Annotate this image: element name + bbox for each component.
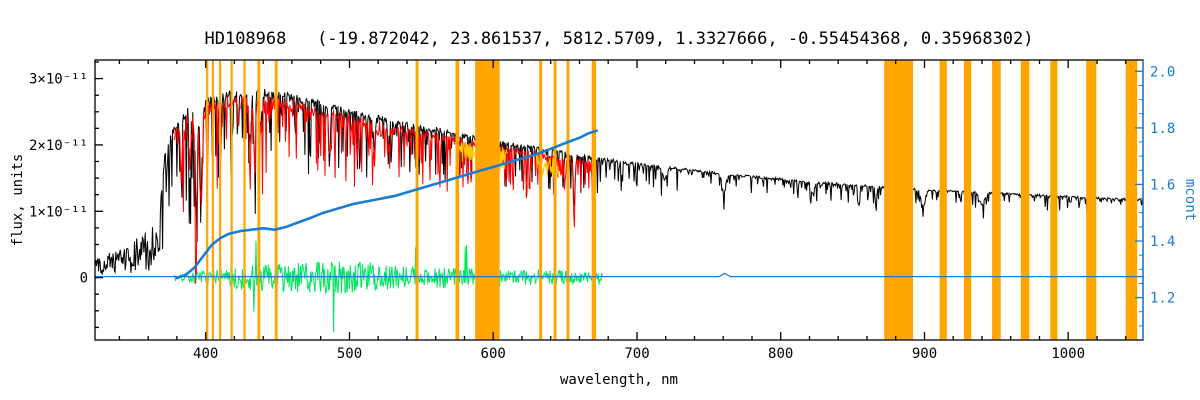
svg-text:1.8: 1.8: [1150, 121, 1175, 137]
svg-text:1×10⁻¹¹: 1×10⁻¹¹: [29, 204, 88, 220]
series-mcont-curve: [175, 129, 598, 280]
svg-text:1.6: 1.6: [1150, 177, 1175, 193]
left-axis-title: flux, units: [10, 154, 26, 247]
svg-text:0: 0: [80, 271, 88, 287]
svg-text:600: 600: [481, 346, 506, 362]
svg-text:400: 400: [193, 346, 218, 362]
svg-text:500: 500: [337, 346, 362, 362]
svg-text:800: 800: [768, 346, 793, 362]
svg-text:1000: 1000: [1051, 346, 1085, 362]
svg-text:700: 700: [624, 346, 649, 362]
mask-bands: [206, 60, 1138, 340]
axis-labels: 400 500 600 700 800 900 1000 0 1×10⁻¹¹ 2×10⁻¹¹ 3×1…: [10, 72, 1085, 388]
svg-text:1.4: 1.4: [1150, 234, 1175, 250]
right-axis-title: mcont: [1182, 179, 1198, 221]
right-axis: 1.2 1.4 1.6 1.8 2.0 mcont: [1135, 60, 1198, 340]
x-axis-title: wavelength, nm: [560, 372, 678, 388]
svg-text:900: 900: [912, 346, 937, 362]
chart-title: HD108968 (-19.872042, 23.861537, 5812.57…: [204, 29, 1034, 49]
svg-text:3×10⁻¹¹: 3×10⁻¹¹: [29, 72, 88, 88]
svg-text:1.2: 1.2: [1150, 291, 1175, 307]
series-mcont-baseline: [95, 272, 1143, 278]
svg-text:2×10⁻¹¹: 2×10⁻¹¹: [29, 138, 88, 154]
svg-text:2.0: 2.0: [1150, 64, 1175, 80]
